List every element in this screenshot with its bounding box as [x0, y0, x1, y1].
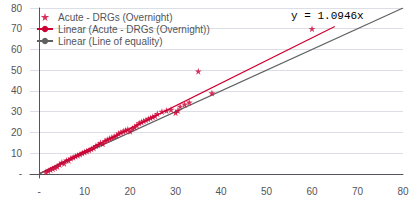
- svg-text:50: 50: [261, 186, 273, 197]
- svg-text:y = 1.0946x: y = 1.0946x: [291, 10, 364, 22]
- svg-text:Acute - DRGs (Overnight): Acute - DRGs (Overnight): [58, 12, 172, 23]
- svg-text:-: -: [37, 186, 40, 197]
- svg-text:30: 30: [11, 106, 23, 117]
- svg-text:20: 20: [11, 127, 23, 138]
- svg-text:80: 80: [11, 3, 23, 14]
- svg-text:20: 20: [125, 186, 137, 197]
- svg-text:50: 50: [11, 65, 23, 76]
- svg-text:70: 70: [11, 23, 23, 34]
- svg-text:10: 10: [11, 148, 23, 159]
- svg-text:10: 10: [79, 186, 91, 197]
- svg-text:Linear (Acute - DRGs (Overnigh: Linear (Acute - DRGs (Overnight)): [58, 24, 210, 35]
- svg-text:80: 80: [397, 186, 409, 197]
- svg-text:70: 70: [352, 186, 364, 197]
- svg-text:40: 40: [215, 186, 227, 197]
- svg-text:60: 60: [11, 44, 23, 55]
- svg-text:Linear (Line of equality): Linear (Line of equality): [58, 36, 163, 47]
- svg-text:30: 30: [170, 186, 182, 197]
- svg-text:60: 60: [306, 186, 318, 197]
- svg-text:-: -: [19, 168, 22, 179]
- svg-text:40: 40: [11, 85, 23, 96]
